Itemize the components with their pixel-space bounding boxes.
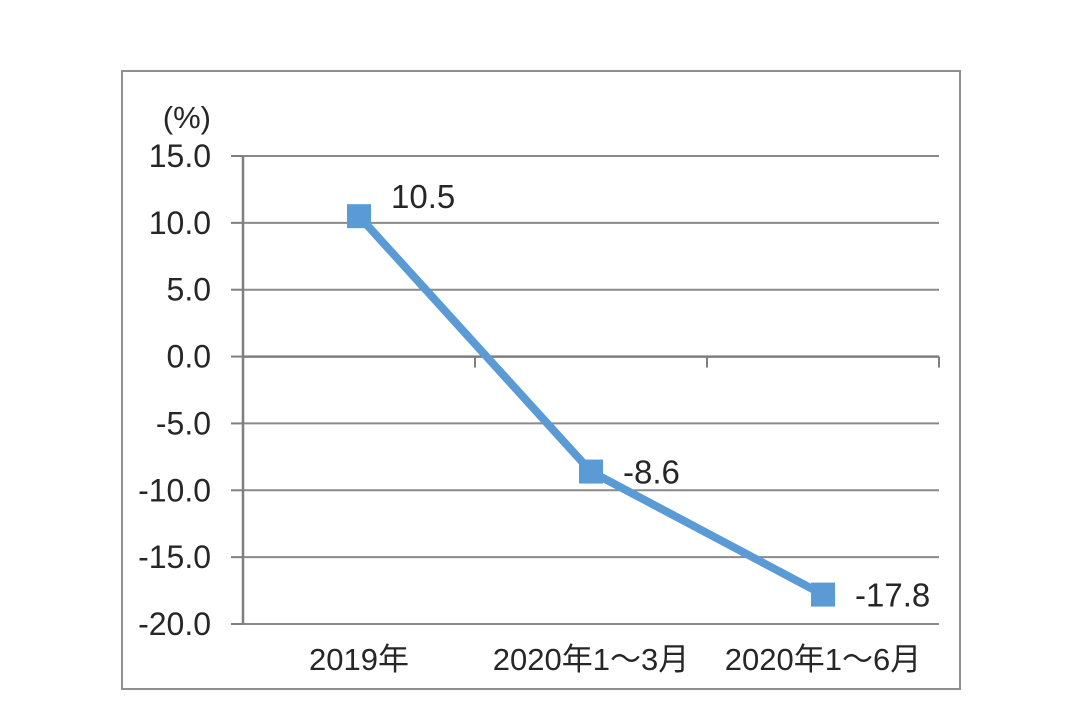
data-point-marker-2 [811, 582, 835, 607]
y-tick-label-5: 5.0 [167, 272, 211, 308]
y-tick-label--5: -5.0 [156, 405, 211, 441]
data-label-2: -17.8 [855, 577, 930, 614]
x-axis-label-2: 2020年1～6月 [725, 642, 921, 677]
y-tick-label-0: 0.0 [167, 339, 211, 375]
y-tick-label-10: 10.0 [149, 205, 211, 241]
x-axis-label-0: 2019年 [309, 642, 409, 677]
y-tick-label--20: -20.0 [138, 606, 211, 642]
y-axis-unit-label: (%) [163, 100, 211, 135]
x-axis-label-1: 2020年1～3月 [493, 642, 689, 677]
data-label-0: 10.5 [391, 178, 455, 215]
data-point-marker-0 [347, 204, 371, 229]
line-chart-plot: 15.0 10.0 5.0 0.0 -5.0 -10.0 -15.0 -20.0 (%) 2019… [138, 100, 940, 677]
series-line [356, 213, 825, 599]
y-tick-label--10: -10.0 [138, 472, 211, 508]
data-point-marker-1 [579, 459, 603, 484]
data-label-1: -8.6 [623, 454, 680, 491]
y-tick-label--15: -15.0 [138, 539, 211, 575]
y-tick-label-15: 15.0 [149, 138, 211, 174]
chart-frame: 15.0 10.0 5.0 0.0 -5.0 -10.0 -15.0 -20.0 (%) 2019… [121, 70, 961, 690]
